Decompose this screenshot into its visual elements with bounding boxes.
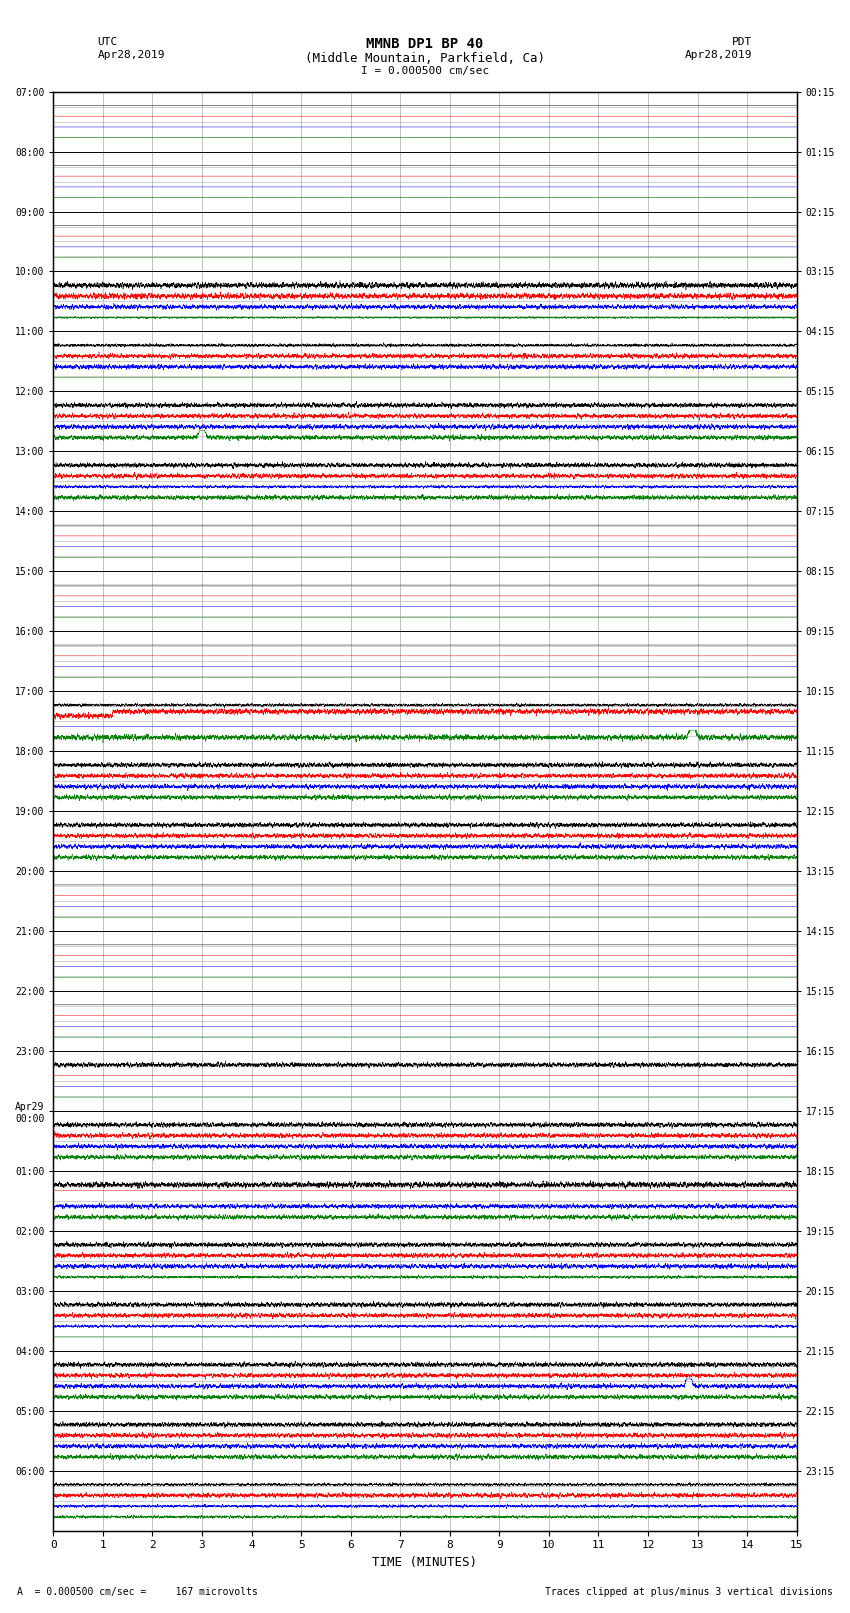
Text: MMNB DP1 BP 40: MMNB DP1 BP 40 (366, 37, 484, 52)
Text: Traces clipped at plus/minus 3 vertical divisions: Traces clipped at plus/minus 3 vertical … (545, 1587, 833, 1597)
Text: Apr28,2019: Apr28,2019 (685, 50, 752, 60)
Text: UTC: UTC (98, 37, 118, 47)
Text: I = 0.000500 cm/sec: I = 0.000500 cm/sec (361, 66, 489, 76)
Text: A  = 0.000500 cm/sec =     167 microvolts: A = 0.000500 cm/sec = 167 microvolts (17, 1587, 258, 1597)
Text: PDT: PDT (732, 37, 752, 47)
X-axis label: TIME (MINUTES): TIME (MINUTES) (372, 1557, 478, 1569)
Text: (Middle Mountain, Parkfield, Ca): (Middle Mountain, Parkfield, Ca) (305, 52, 545, 65)
Text: Apr28,2019: Apr28,2019 (98, 50, 165, 60)
